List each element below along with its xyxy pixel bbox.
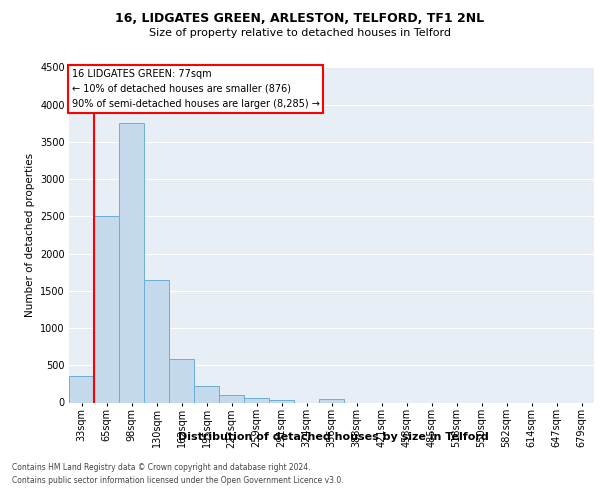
Bar bbox=[94, 216, 119, 402]
Text: Contains HM Land Registry data © Crown copyright and database right 2024.: Contains HM Land Registry data © Crown c… bbox=[12, 464, 311, 472]
Bar bbox=[269, 400, 294, 402]
Bar bbox=[219, 395, 244, 402]
Text: 16 LIDGATES GREEN: 77sqm
← 10% of detached houses are smaller (876)
90% of semi-: 16 LIDGATES GREEN: 77sqm ← 10% of detach… bbox=[71, 69, 320, 109]
Bar bbox=[69, 376, 94, 402]
Text: Size of property relative to detached houses in Telford: Size of property relative to detached ho… bbox=[149, 28, 451, 38]
Text: 16, LIDGATES GREEN, ARLESTON, TELFORD, TF1 2NL: 16, LIDGATES GREEN, ARLESTON, TELFORD, T… bbox=[115, 12, 485, 26]
Bar bbox=[244, 398, 269, 402]
Bar bbox=[194, 386, 219, 402]
Bar bbox=[119, 124, 144, 402]
Bar bbox=[319, 399, 344, 402]
Text: Distribution of detached houses by size in Telford: Distribution of detached houses by size … bbox=[178, 432, 488, 442]
Text: Contains public sector information licensed under the Open Government Licence v3: Contains public sector information licen… bbox=[12, 476, 344, 485]
Bar bbox=[144, 280, 169, 402]
Bar bbox=[169, 358, 194, 403]
Y-axis label: Number of detached properties: Number of detached properties bbox=[25, 153, 35, 317]
